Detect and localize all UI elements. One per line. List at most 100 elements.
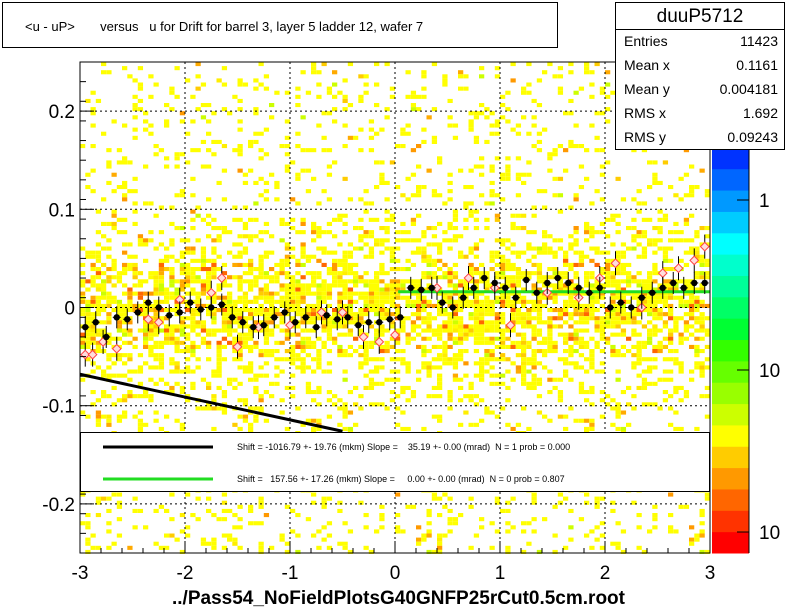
pink-point <box>337 307 348 318</box>
pink-point <box>699 241 710 252</box>
black-point <box>229 314 236 321</box>
black-point <box>82 323 89 331</box>
colorscale-cell <box>712 488 749 511</box>
black-point <box>544 279 551 287</box>
stats-label: RMS y <box>624 129 666 145</box>
y-tick-label: 0.2 <box>49 102 75 123</box>
pink-point <box>143 314 154 325</box>
x-tick-label: -1 <box>282 563 299 584</box>
black-point <box>491 279 498 287</box>
black-point <box>439 299 446 306</box>
black-point <box>250 323 257 331</box>
x-tick-label: -2 <box>177 563 194 584</box>
y-tick-label: 0 <box>64 299 75 320</box>
black-point <box>628 304 635 311</box>
black-point <box>344 314 351 321</box>
stats-label: RMS x <box>624 105 666 121</box>
black-point <box>691 279 698 287</box>
black-point <box>701 279 708 287</box>
black-point <box>596 284 603 292</box>
x-axis-label: ../Pass54_NoFieldPlotsG40GNFP25rCut0.5cm… <box>172 588 625 609</box>
black-point <box>239 319 246 326</box>
fit-legend: Shift = -1016.79 +- 19.76 (mkm) Slope = … <box>80 432 710 492</box>
colorscale-cell <box>712 360 749 383</box>
black-point <box>166 312 173 319</box>
chart-title: <u - uP> versus u for Drift for barrel 3… <box>25 19 424 34</box>
pink-point <box>673 263 684 274</box>
black-point <box>502 284 509 292</box>
pink-point <box>87 349 98 360</box>
black-point <box>470 284 477 292</box>
black-point <box>134 309 141 316</box>
black-point <box>512 294 519 301</box>
z-tick-label: 1 <box>759 191 770 212</box>
colorscale-cell <box>712 254 749 276</box>
pink-point <box>111 343 122 354</box>
colorscale-cell <box>712 531 749 554</box>
stats-row-entries: Entries 11423 <box>622 31 778 55</box>
pink-point <box>285 320 295 331</box>
black-point <box>323 312 330 319</box>
colorscale-cell <box>712 275 749 298</box>
stats-row-rms-x: RMS x 1.692 <box>622 103 778 127</box>
pink-point <box>463 273 474 283</box>
fit-text-green: Shift = 157.56 +- 17.26 (mkm) Slope = 0.… <box>237 474 565 484</box>
pink-point <box>610 258 621 269</box>
black-point <box>418 286 425 294</box>
colorscale-cell <box>712 147 749 170</box>
black-point <box>386 316 393 323</box>
colorscale-cell <box>712 446 749 469</box>
stats-label: Mean x <box>624 57 670 73</box>
black-point <box>197 306 204 313</box>
black-point <box>271 314 278 321</box>
stats-value: 0.09243 <box>727 129 778 145</box>
black-point <box>113 314 120 321</box>
stats-box: duuP5712 Entries 11423 Mean x 0.1161 Mean … <box>615 2 785 150</box>
x-tick-label: -3 <box>72 563 89 584</box>
black-point <box>334 316 341 323</box>
black-point <box>292 319 299 326</box>
x-tick-label: 1 <box>495 563 506 584</box>
black-point <box>586 289 593 296</box>
colorscale-cell <box>712 403 749 426</box>
z-tick-label: 10 <box>759 523 780 544</box>
z-tick-label: 10 <box>759 361 780 382</box>
colorscale-cell <box>712 232 749 255</box>
pink-point <box>374 336 385 347</box>
black-point <box>92 319 99 326</box>
pink-point <box>153 317 164 328</box>
black-point <box>124 316 131 323</box>
colorscale-cell <box>712 318 749 341</box>
black-point <box>460 294 467 301</box>
y-tick-label: 0.1 <box>49 200 75 221</box>
colorscale-cell <box>712 168 749 191</box>
black-point <box>187 299 194 306</box>
pink-point <box>358 332 369 342</box>
stats-value: 1.692 <box>742 105 778 121</box>
colorscale-cell <box>712 190 749 212</box>
chart-title-box: <u - uP> versus u for Drift for barrel 3… <box>2 2 558 48</box>
colorscale-cell <box>712 467 749 490</box>
black-point <box>607 304 614 311</box>
pink-point <box>174 294 185 305</box>
pink-point <box>689 255 700 266</box>
black-point <box>638 294 645 301</box>
black-point <box>355 321 362 329</box>
pink-point <box>216 273 227 283</box>
pink-point <box>316 307 327 318</box>
black-point <box>575 284 582 292</box>
black-point <box>218 301 225 308</box>
fit-line-0 <box>79 372 343 433</box>
black-point <box>481 274 488 282</box>
fit-text-black: Shift = -1016.79 +- 19.76 (mkm) Slope = … <box>237 442 571 452</box>
black-point <box>659 284 666 292</box>
y-tick-label: -0.2 <box>42 495 75 516</box>
x-tick-label: 2 <box>600 563 611 584</box>
black-point <box>449 304 456 311</box>
black-point <box>176 309 183 316</box>
fit-legend-lines <box>103 445 213 481</box>
colorscale-cell <box>712 382 749 405</box>
black-point <box>365 319 372 326</box>
pink-point <box>390 330 400 340</box>
